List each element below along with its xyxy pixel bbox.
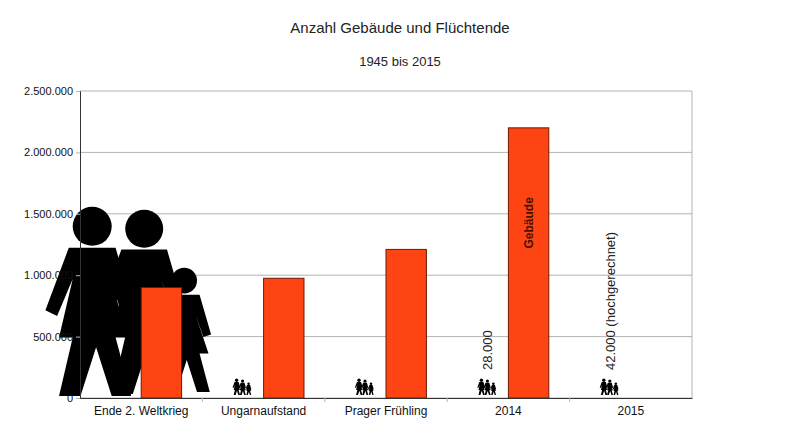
person-head xyxy=(480,379,483,382)
annotation: 28.000 xyxy=(480,330,495,370)
x-axis: Ende 2. Weltkrieg Ungarnaufstand Prager Fr… xyxy=(81,398,693,418)
person-head xyxy=(247,382,250,385)
y-tick-label: 2.500.000 xyxy=(24,85,73,97)
grid-line xyxy=(80,213,692,214)
y-axis-line xyxy=(76,92,81,399)
bars xyxy=(141,128,549,398)
y-tick-label: 1.500.000 xyxy=(24,208,73,220)
person-body xyxy=(606,383,613,395)
annotation: 42.000 (hochgerechnet) xyxy=(603,232,618,370)
y-tick: 2.000.000 xyxy=(24,146,80,158)
person-icon xyxy=(613,382,619,395)
person-head xyxy=(73,207,112,246)
y-tick: 1.000.000 xyxy=(24,269,80,281)
plot: Gebäude 28.000 42.000 (hochgerechnet) 0 500.… xyxy=(24,85,692,418)
grid-line xyxy=(80,152,692,153)
x-separators xyxy=(202,398,569,402)
person-body xyxy=(233,382,241,395)
person-icon xyxy=(355,379,363,395)
person-head xyxy=(363,379,366,382)
x-separator xyxy=(447,398,448,402)
bar xyxy=(508,128,548,398)
y-tick-label: 2.000.000 xyxy=(24,146,73,158)
y-tick-mark xyxy=(76,91,80,92)
y-axis: 0 500.000 1.000.000 1.500.000 2.000.000 2.500… xyxy=(24,85,80,404)
person-icon xyxy=(239,379,246,395)
x-tick: 2015 xyxy=(617,398,644,418)
y-tick-mark xyxy=(76,398,80,399)
person-icon xyxy=(361,379,368,395)
x-tick: Ende 2. Weltkrieg xyxy=(94,398,189,418)
person-body xyxy=(239,383,246,395)
person-head xyxy=(125,210,163,248)
x-axis-line xyxy=(81,398,693,399)
person-body xyxy=(361,383,368,395)
chart: Anzahl Gebäude und Flüchtende 1945 bis 20… xyxy=(0,0,796,431)
x-tick-label: 2015 xyxy=(617,404,644,418)
person-head xyxy=(608,379,611,382)
series-label: Gebäude xyxy=(522,197,536,249)
person-body xyxy=(355,382,363,395)
x-tick-label: Ende 2. Weltkrieg xyxy=(94,404,189,418)
person-head xyxy=(486,379,489,382)
x-tick-label: Prager Frühling xyxy=(345,404,428,418)
y-tick: 2.500.000 xyxy=(24,85,80,97)
person-body xyxy=(477,382,485,395)
x-separator xyxy=(202,398,203,402)
bar xyxy=(141,287,181,398)
x-tick: 2014 xyxy=(495,398,522,418)
x-tick-label: Ungarnaufstand xyxy=(221,404,306,418)
person-head xyxy=(615,382,618,385)
person-head xyxy=(235,379,238,382)
bar xyxy=(386,249,426,398)
x-separator xyxy=(569,398,570,402)
subtitle: 1945 bis 2015 xyxy=(359,54,441,69)
person-icon xyxy=(477,379,485,395)
y-tick-mark xyxy=(76,275,80,276)
person-icon xyxy=(606,379,613,395)
grid xyxy=(80,91,692,398)
person-icon xyxy=(233,379,241,395)
y-tick-label: 1.000.000 xyxy=(24,269,73,281)
y-tick: 1.500.000 xyxy=(24,208,80,220)
y-tick-mark xyxy=(76,337,80,338)
y-tick-label: 0 xyxy=(67,392,73,404)
person-head xyxy=(492,382,495,385)
person-body xyxy=(600,382,608,395)
person-body xyxy=(245,385,251,395)
person-body xyxy=(613,385,619,395)
bar xyxy=(264,278,304,398)
y-tick: 0 xyxy=(67,392,80,404)
person-head xyxy=(602,379,605,382)
person-icon xyxy=(490,382,496,395)
person-body xyxy=(490,385,496,395)
x-separator xyxy=(324,398,325,402)
person-head xyxy=(370,382,373,385)
y-tick-mark xyxy=(76,214,80,215)
person-icon xyxy=(368,382,374,395)
y-tick: 500.000 xyxy=(33,331,80,343)
title: Anzahl Gebäude und Flüchtende xyxy=(290,19,509,36)
person-icon xyxy=(484,379,491,395)
y-tick-mark xyxy=(76,152,80,153)
plot-frame xyxy=(692,91,693,398)
person-head xyxy=(357,379,360,382)
x-tick-label: 2014 xyxy=(495,404,522,418)
y-tick-label: 500.000 xyxy=(33,331,73,343)
person-body xyxy=(368,385,374,395)
person-head xyxy=(241,379,244,382)
person-icon xyxy=(245,382,251,395)
x-tick: Prager Frühling xyxy=(345,398,428,418)
grid-line xyxy=(80,91,692,92)
person-icon xyxy=(600,379,608,395)
person-body xyxy=(484,383,491,395)
x-tick: Ungarnaufstand xyxy=(221,398,306,418)
